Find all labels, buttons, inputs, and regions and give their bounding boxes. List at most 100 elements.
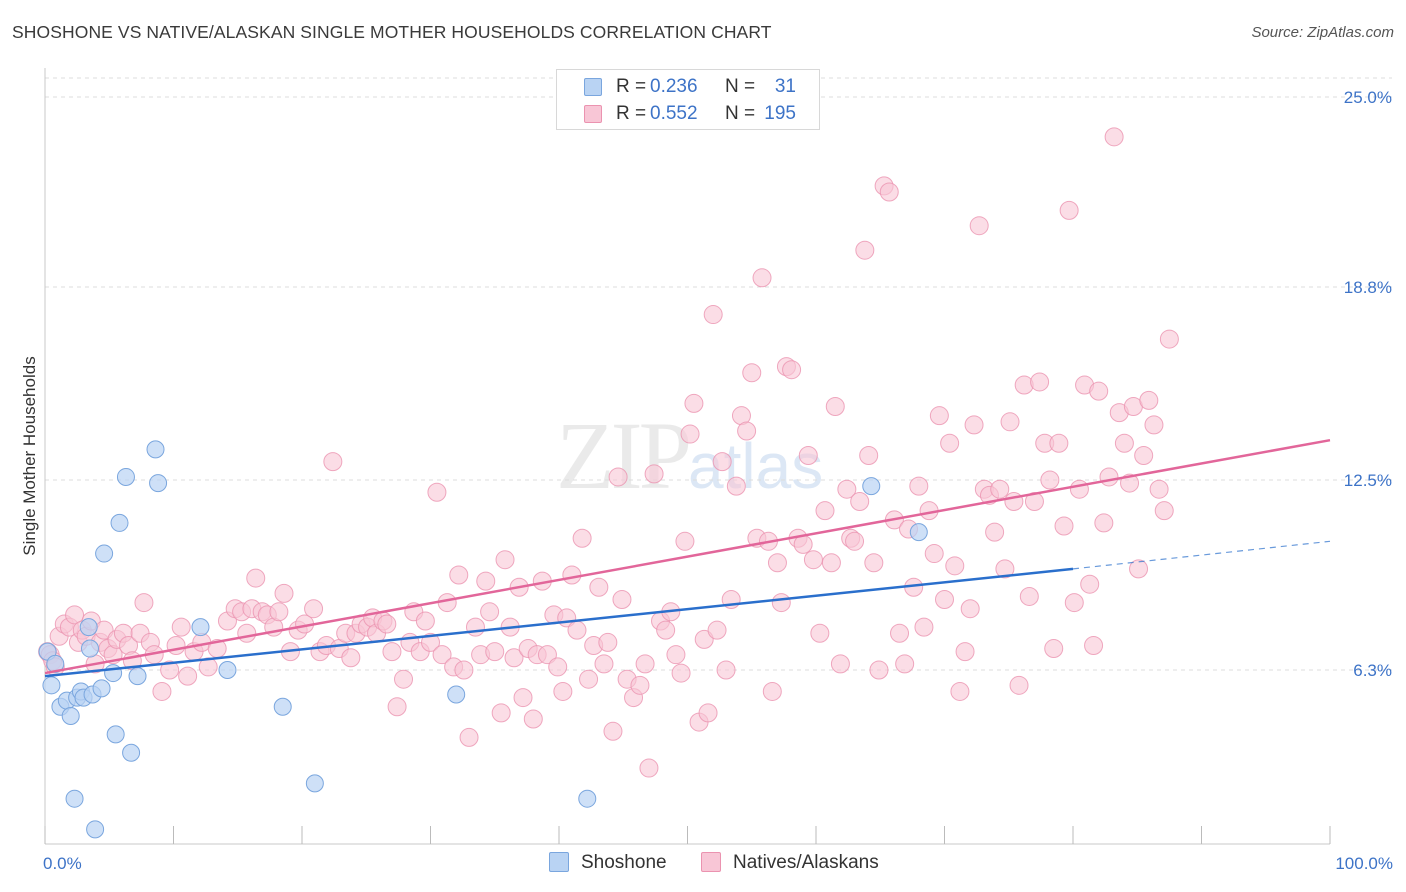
- legend-r-label: R =: [616, 103, 647, 124]
- natives-point: [1114, 433, 1134, 453]
- natives-point: [694, 629, 714, 649]
- natives-point: [421, 632, 440, 652]
- natives-point: [1134, 446, 1154, 466]
- natives-point: [476, 571, 496, 591]
- natives-point: [830, 654, 850, 674]
- natives-point: [1084, 635, 1104, 655]
- shoshone-point: [909, 523, 928, 542]
- watermark-zip: ZIP: [556, 402, 692, 509]
- y-tick-label: 25.0%: [1344, 88, 1392, 107]
- natives-point: [630, 675, 650, 695]
- natives-point: [134, 593, 154, 613]
- shoshone-point: [191, 618, 210, 637]
- natives-point: [869, 660, 889, 680]
- natives-point: [504, 648, 524, 668]
- source-label: Source: ZipAtlas.com: [1251, 24, 1394, 41]
- natives-point: [274, 583, 294, 603]
- natives-point: [1009, 675, 1029, 695]
- natives-point: [459, 727, 479, 747]
- natives-point: [635, 654, 655, 674]
- shoshone-point: [149, 474, 168, 493]
- natives-point: [1089, 381, 1109, 401]
- y-tick-label: 12.5%: [1344, 471, 1392, 490]
- natives-point: [639, 758, 659, 778]
- natives-point: [684, 393, 704, 413]
- natives-point: [548, 657, 568, 677]
- shoshone-point: [273, 697, 292, 716]
- natives-point: [1154, 501, 1174, 521]
- natives-point: [246, 568, 266, 588]
- natives-point: [608, 467, 628, 487]
- natives-point: [909, 476, 929, 496]
- watermark-atlas: atlas: [688, 430, 824, 502]
- legend-item-shoshone: Shoshone: [549, 852, 667, 874]
- shoshone-point: [110, 513, 129, 532]
- natives-point: [707, 620, 727, 640]
- shoshone-point: [305, 774, 324, 793]
- natives-point: [1014, 375, 1034, 395]
- natives-point: [1044, 639, 1064, 659]
- natives-point: [969, 216, 989, 236]
- shoshone-point: [146, 440, 165, 459]
- legend-n-value: 31: [774, 76, 796, 97]
- natives-point: [572, 528, 592, 548]
- x-tick-label: 0.0%: [43, 854, 82, 873]
- shoshone-trend-line: [44, 567, 1074, 678]
- natives-point: [821, 553, 841, 573]
- natives-point: [579, 669, 599, 689]
- natives-point: [1024, 491, 1044, 511]
- natives-points: [38, 127, 1179, 778]
- legend-r-label: R =: [616, 76, 647, 97]
- natives-point: [495, 550, 515, 570]
- natives-point: [950, 681, 970, 701]
- natives-point: [415, 611, 435, 631]
- x-tick-label: 100.0%: [1335, 854, 1393, 873]
- chart-title: SHOSHONE VS NATIVE/ALASKAN SINGLE MOTHER…: [12, 22, 772, 42]
- natives-point: [737, 421, 757, 441]
- natives-point: [377, 614, 397, 634]
- natives-point: [895, 654, 915, 674]
- natives-point: [837, 479, 857, 499]
- natives-point: [1069, 479, 1089, 499]
- natives-point: [1099, 467, 1119, 487]
- natives-point: [955, 642, 975, 662]
- natives-point: [598, 632, 618, 652]
- shoshone-point: [578, 789, 597, 808]
- natives-point: [879, 182, 899, 202]
- natives-point: [935, 590, 954, 610]
- natives-point: [437, 593, 457, 613]
- natives-point: [726, 476, 746, 496]
- natives-point: [945, 556, 965, 576]
- natives-point: [1000, 412, 1020, 432]
- trend-lines: [44, 438, 1331, 678]
- natives-point: [1030, 372, 1050, 392]
- natives-point: [1054, 516, 1074, 536]
- natives-point: [553, 681, 573, 701]
- legend-label-natives: Natives/Alaskans: [733, 852, 879, 873]
- shoshone-point: [92, 679, 111, 698]
- natives-point: [1080, 574, 1100, 594]
- natives-point: [1064, 593, 1084, 613]
- natives-point: [803, 550, 823, 570]
- shoshone-point: [61, 706, 80, 725]
- shoshone-point: [95, 544, 114, 563]
- natives-point: [666, 645, 686, 665]
- natives-swatch: [584, 105, 602, 123]
- natives-point: [603, 721, 623, 741]
- natives-point: [995, 559, 1015, 579]
- shoshone-trend-extension: [1072, 540, 1331, 570]
- natives-point: [864, 553, 884, 573]
- natives-point: [716, 660, 736, 680]
- legend-item-natives: Natives/Alaskans: [701, 852, 879, 874]
- natives-point: [562, 565, 582, 585]
- natives-point: [594, 654, 614, 674]
- natives-point: [712, 452, 732, 472]
- natives-point: [656, 620, 676, 640]
- natives-point: [1149, 479, 1169, 499]
- natives-point: [698, 703, 718, 723]
- legend-n-label: N =: [725, 103, 756, 124]
- natives-point: [960, 599, 980, 619]
- natives-point: [798, 446, 818, 466]
- natives-swatch: [701, 852, 721, 872]
